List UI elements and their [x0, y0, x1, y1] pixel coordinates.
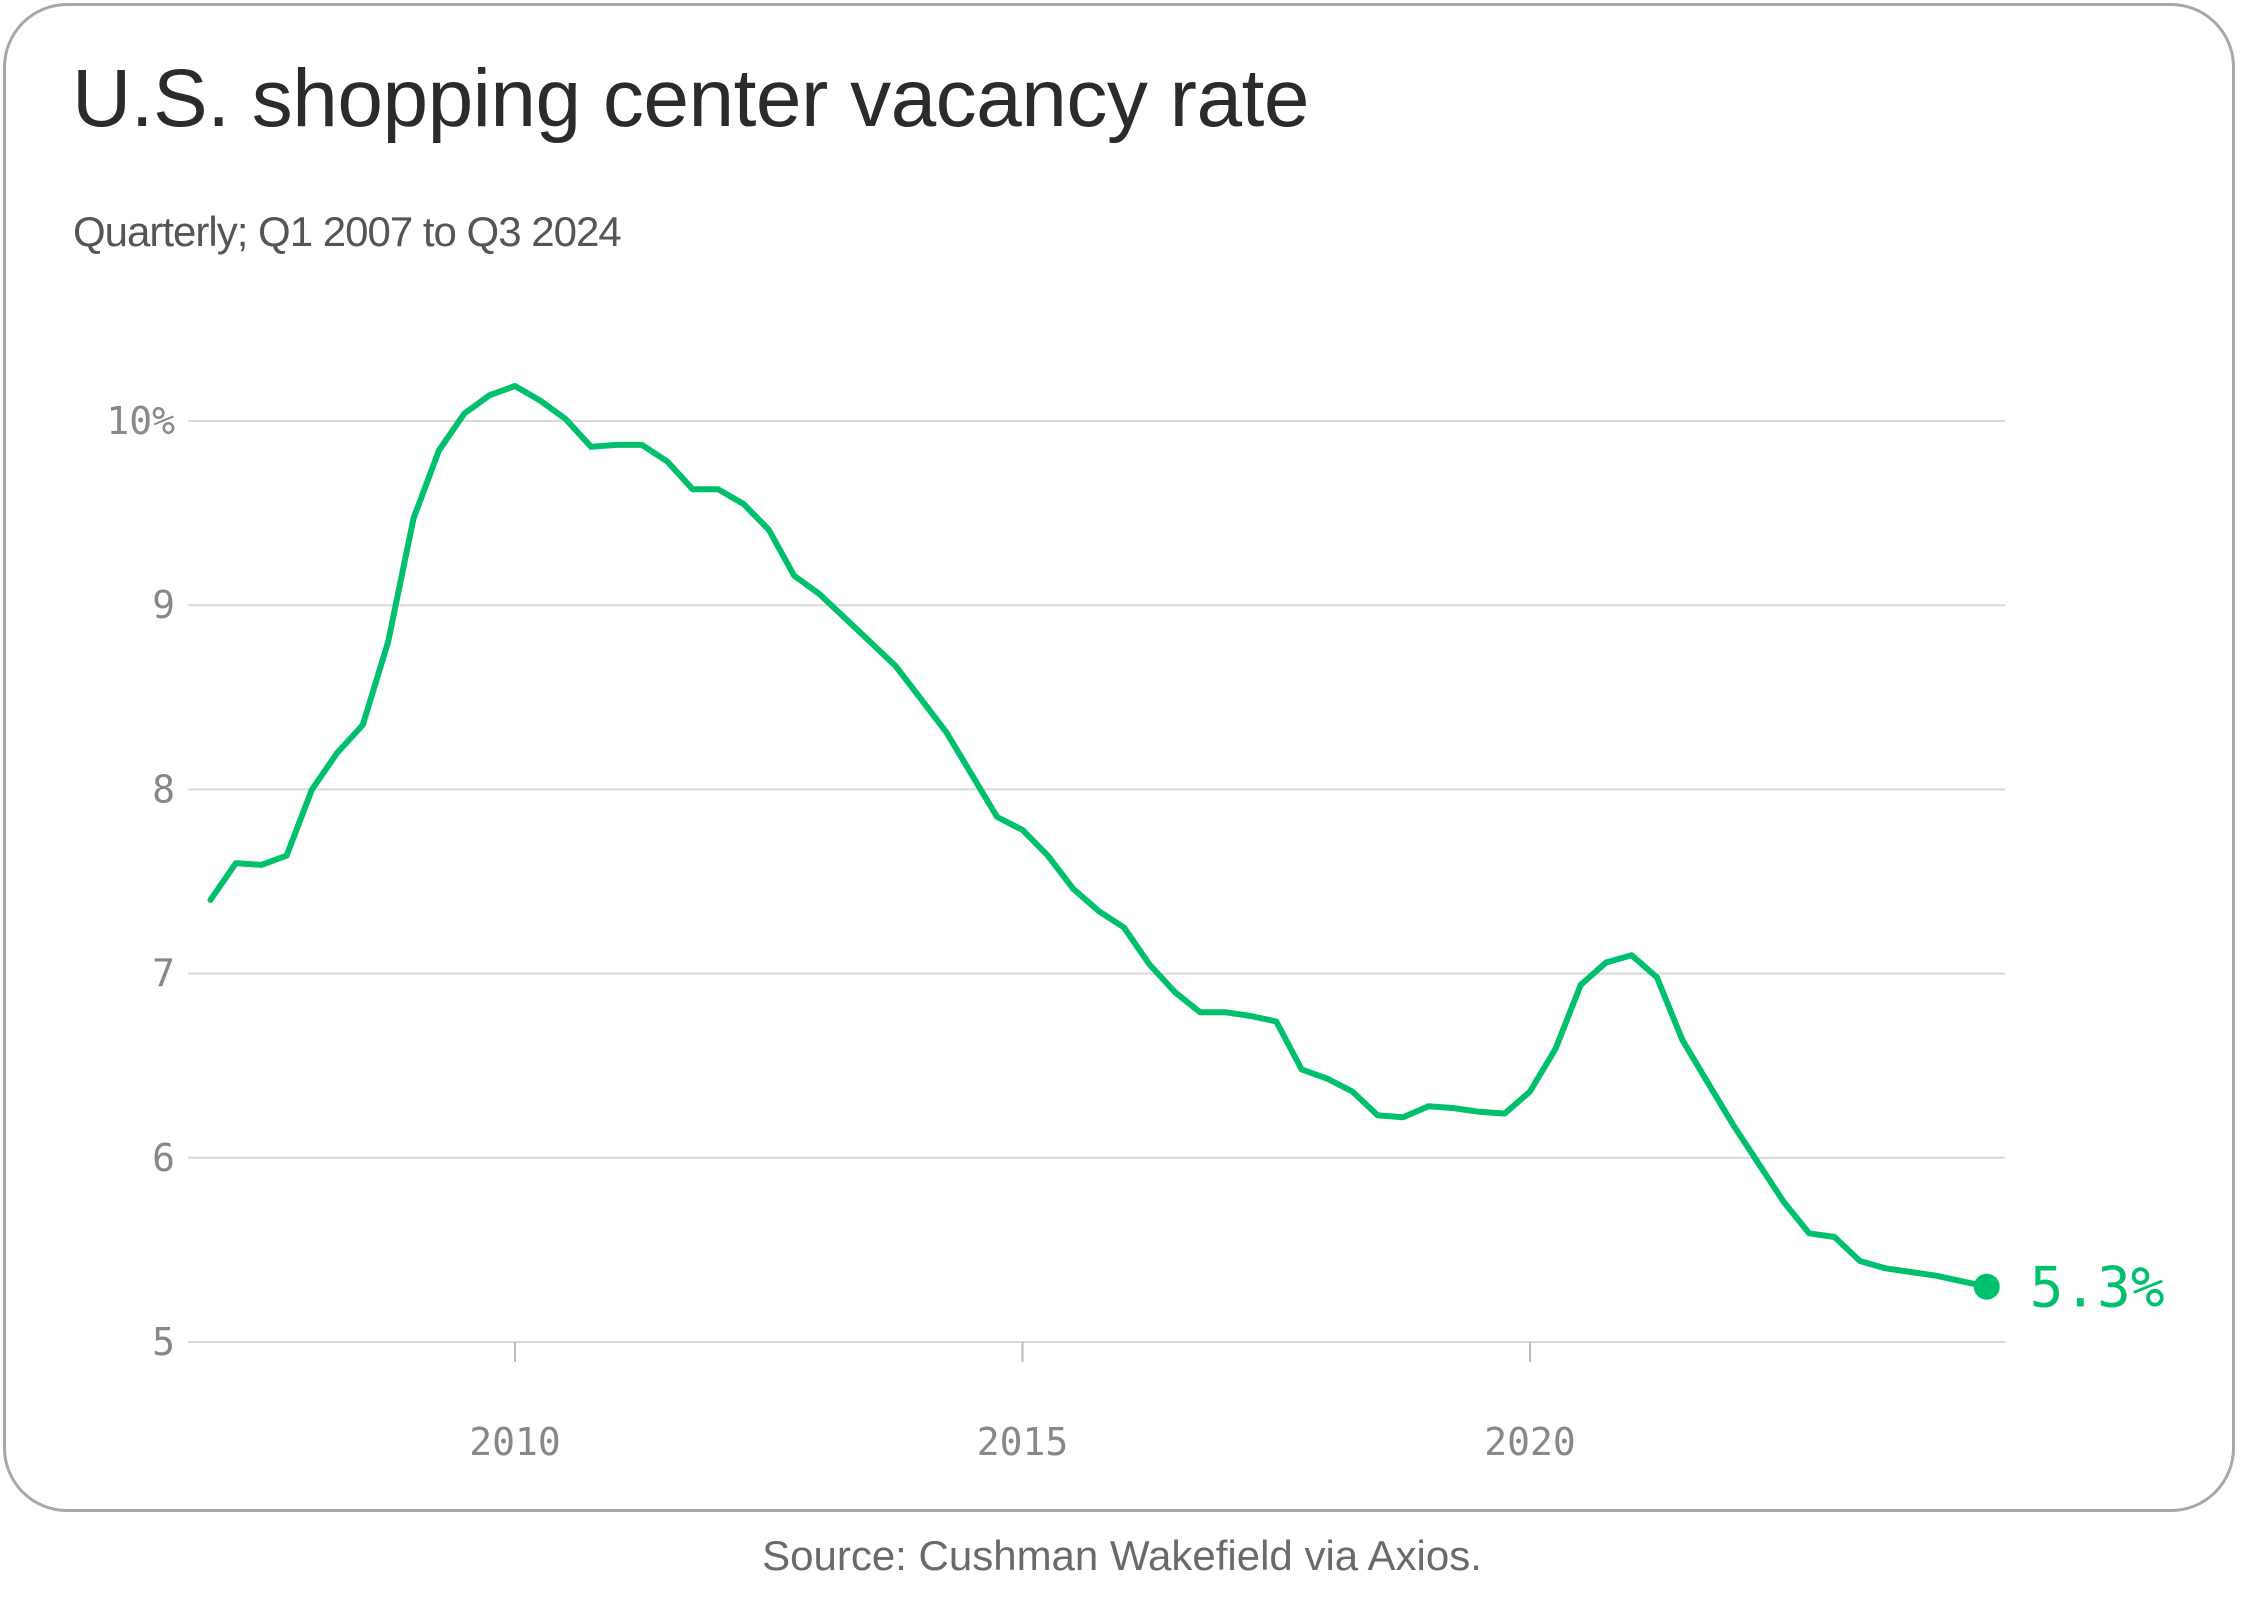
gridlines	[188, 420, 2005, 1343]
y-tick-label-7: 7	[152, 952, 175, 996]
chart-subtitle: Quarterly; Q1 2007 to Q3 2024	[73, 208, 622, 255]
chart-title: U.S. shopping center vacancy rate	[72, 53, 1309, 144]
series-layer: 5.3%	[207, 383, 2165, 1321]
y-tick-label-5: 5	[152, 1320, 175, 1364]
x-tick-label-2010: 2010	[469, 1420, 561, 1464]
y-tick-label-9: 9	[152, 583, 175, 627]
y-tick-label-10: 10%	[106, 399, 175, 443]
series-line-0	[207, 383, 1990, 1290]
end-value-label: 5.3%	[2030, 1256, 2165, 1321]
y-axis-ticks: 5 6 7 8 9 10%	[106, 399, 175, 1364]
y-tick-label-8: 8	[152, 767, 175, 811]
end-point-marker	[1973, 1273, 2000, 1300]
x-axis-ticks: 2010 2015 2020	[469, 1342, 1576, 1464]
x-tick-label-2015: 2015	[977, 1420, 1069, 1464]
source-note: Source: Cushman Wakefield via Axios.	[762, 1532, 1482, 1579]
x-tick-label-2020: 2020	[1484, 1420, 1576, 1464]
y-tick-label-6: 6	[152, 1136, 175, 1180]
